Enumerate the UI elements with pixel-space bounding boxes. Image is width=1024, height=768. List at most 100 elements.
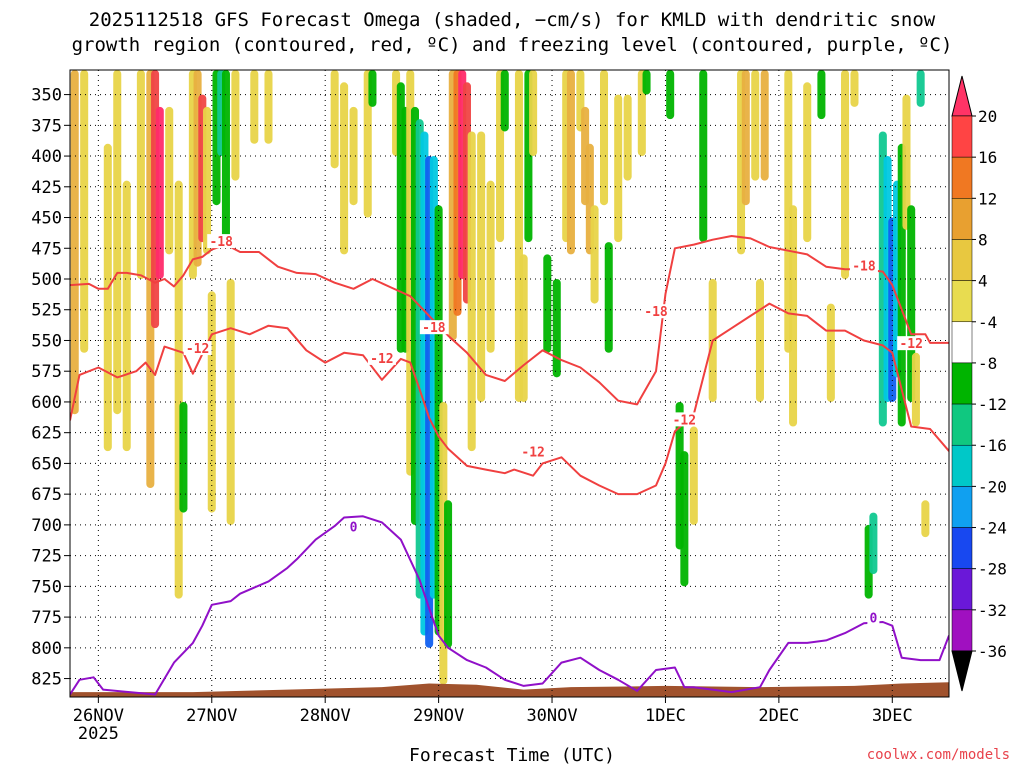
- x-tick-label: 2DEC: [758, 706, 799, 726]
- contour-label-bg: [347, 519, 360, 534]
- colorbar-swatch: [951, 198, 973, 240]
- y-tick-label: 450: [31, 209, 62, 229]
- omega-band: [165, 106, 174, 255]
- colorbar-swatch: [951, 280, 973, 323]
- omega-band: [789, 205, 798, 427]
- contour-label: -18: [422, 321, 446, 336]
- contour-label-bg: [183, 341, 212, 356]
- contour-label: 0: [869, 611, 877, 626]
- omega-band: [467, 131, 476, 452]
- y-axis: 350 375 400 425 450 475 500 525 550 575 600 625 650 6…: [31, 86, 70, 690]
- y-tick-label: 350: [31, 86, 62, 106]
- omega-band: [902, 94, 911, 230]
- omega-band: [907, 205, 916, 402]
- omega-shading: [70, 70, 930, 685]
- colorbar-swatch: [951, 115, 973, 158]
- y-tick-label: 700: [31, 516, 62, 536]
- y-tick-label: 650: [31, 454, 62, 474]
- omega-band: [500, 70, 509, 132]
- contour-label: -12: [370, 352, 393, 367]
- y-tick-label: 500: [31, 270, 62, 290]
- contour--12: [70, 302, 949, 496]
- colorbar-label: -36: [978, 642, 1007, 661]
- omega-band: [552, 279, 561, 378]
- x-tick-sublabel: 2025: [78, 724, 119, 744]
- omega-band: [760, 70, 769, 181]
- y-tick-label: 400: [31, 147, 62, 167]
- contour-0: [70, 515, 949, 696]
- colorbar-label: -28: [978, 560, 1007, 579]
- contour-label-bg: [670, 412, 699, 427]
- omega-band: [803, 82, 812, 243]
- x-tick-label: 3DEC: [872, 706, 913, 726]
- colorbar-swatch: [951, 609, 973, 652]
- contour-label-bg: [867, 610, 880, 625]
- omega-band: [174, 180, 183, 599]
- omega-band: [444, 500, 453, 648]
- omega-band: [519, 254, 528, 402]
- omega-band: [850, 70, 859, 107]
- omega-band: [869, 512, 878, 575]
- omega-band: [80, 70, 89, 353]
- omega-band: [911, 352, 920, 427]
- site-credit-link[interactable]: coolwx.com/models: [866, 747, 1010, 763]
- colorbar-swatch: [951, 239, 973, 281]
- chart-title-line1: 2025112518 GFS Forecast Omega (shaded, −…: [88, 9, 936, 31]
- colorbar-label: -32: [978, 601, 1007, 620]
- colorbar-label: -20: [978, 477, 1007, 496]
- contour-label-bg: [642, 304, 670, 319]
- omega-band: [477, 131, 486, 402]
- omega-band: [264, 70, 273, 144]
- contour-label: -12: [521, 445, 544, 460]
- colorbar-label: -8: [978, 354, 997, 373]
- contour-label: 0: [350, 520, 358, 535]
- y-tick-label: 375: [31, 116, 62, 136]
- omega-band: [614, 94, 623, 243]
- contour-label: -18: [644, 305, 668, 320]
- omega-band: [113, 70, 122, 415]
- contour--18: [70, 235, 949, 406]
- omega-band: [368, 70, 377, 107]
- contour-label-bg: [519, 444, 548, 459]
- x-tick-label: 26NOV: [73, 706, 124, 726]
- x-tick-label: 29NOV: [413, 706, 464, 726]
- omega-band: [755, 279, 764, 402]
- terrain-area: [70, 682, 949, 697]
- colorbar-swatch: [951, 568, 973, 611]
- omega-band: [680, 451, 689, 587]
- y-tick-label: 675: [31, 485, 62, 505]
- omega-band: [841, 70, 850, 279]
- omega-band: [689, 426, 698, 525]
- omega-band: [203, 106, 212, 255]
- colorbar-label: 20: [978, 107, 997, 126]
- y-tick-label: 425: [31, 178, 62, 198]
- omega-band: [207, 291, 216, 513]
- contour-lines: [70, 235, 949, 696]
- x-tick-label: 28NOV: [300, 706, 351, 726]
- contour-label-bg: [419, 320, 448, 335]
- contour-label: -12: [899, 337, 922, 352]
- omega-band: [817, 70, 826, 120]
- omega-band: [599, 70, 609, 206]
- omega-band: [741, 70, 750, 206]
- colorbar-label: 12: [978, 189, 997, 208]
- colorbar-swatch: [951, 486, 973, 528]
- contour-label-bg: [897, 336, 926, 351]
- contour-label-bg: [367, 350, 396, 365]
- colorbar: 20 16 12 8 4 -4 -8 -12 -16 -20 -24 -28 -32 -36: [951, 75, 1007, 692]
- plot-frame: [69, 69, 950, 698]
- contour-labels: -18 -12 -12 -18 -12 -18 -12 -18 -12 0 0: [183, 234, 926, 626]
- contour-label-bg: [849, 258, 878, 273]
- omega-band: [826, 303, 835, 402]
- chart-title-line2: growth region (contoured, red, ºC) and f…: [71, 34, 953, 56]
- omega-band: [330, 70, 339, 169]
- contour-label: -18: [209, 235, 233, 250]
- omega-band: [136, 70, 145, 279]
- y-tick-label: 825: [31, 670, 62, 690]
- chart-title: 2025112518 GFS Forecast Omega (shaded, −…: [0, 8, 1024, 58]
- omega-band: [349, 106, 358, 206]
- y-tick-label: 775: [31, 608, 62, 628]
- x-tick-label: 1DEC: [645, 706, 686, 726]
- colorbar-label: 4: [978, 272, 988, 291]
